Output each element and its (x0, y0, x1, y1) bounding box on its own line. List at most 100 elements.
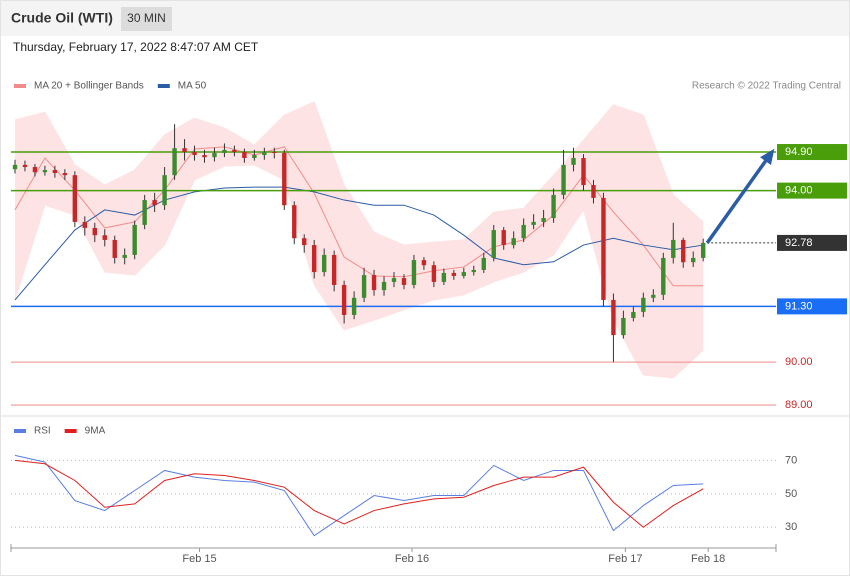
candle-body (72, 175, 78, 222)
candle-body (531, 221, 536, 225)
candle-body (491, 230, 496, 258)
moving-average (14, 146, 704, 287)
candle-body (282, 152, 287, 206)
x-tick-label: Feb 15 (182, 553, 216, 565)
timeframe-badge (121, 7, 172, 31)
bollinger-lower (14, 164, 704, 379)
candle-body (381, 281, 387, 291)
legend-swatch (14, 84, 26, 88)
candle-body (621, 317, 626, 336)
bollinger-upper (14, 101, 704, 246)
candle-body (421, 260, 427, 266)
candle-body (461, 272, 467, 276)
candle-body (42, 170, 48, 173)
candle-body (152, 200, 157, 206)
candle-body (401, 278, 407, 285)
candle-body (272, 152, 277, 154)
candle-body (232, 149, 237, 153)
level-label: 94.90 (785, 146, 813, 158)
x-tick-label: Feb 17 (608, 553, 642, 565)
candle-body (631, 311, 636, 318)
candle-body (142, 200, 147, 225)
candle-body (242, 152, 247, 159)
candle-body (162, 175, 167, 206)
candle-body (82, 221, 88, 228)
y-tick-label: 50 (785, 488, 797, 500)
y-tick-label: 30 (785, 521, 797, 533)
indicator-line (14, 454, 704, 537)
forecast-arrow (705, 151, 774, 244)
x-tick-label: Feb 18 (691, 553, 725, 565)
legend-swatch (64, 429, 77, 433)
subtitle: Thursday, February 17, 2022 8:47:07 AM C… (13, 40, 259, 54)
candle-body (511, 238, 516, 246)
candle-body (192, 152, 197, 156)
candle-body (102, 235, 107, 240)
candle-body (521, 224, 526, 239)
candle-body (92, 227, 97, 236)
candle-body (122, 254, 127, 258)
legend-swatch (14, 429, 26, 433)
candle-body (571, 158, 576, 165)
level-label: 90.00 (785, 356, 813, 368)
candle-body (302, 238, 307, 246)
candle-body (691, 257, 696, 263)
legend-label: 9MA (85, 426, 106, 437)
chart-title: Crude Oil (WTI) (11, 10, 113, 26)
candle-body (451, 272, 457, 276)
candle-body (172, 148, 177, 176)
level-box (777, 182, 847, 199)
candle-body (431, 265, 437, 282)
candle-body (331, 254, 337, 285)
candle-body (252, 155, 257, 159)
candle-body (262, 152, 267, 156)
candle-body (361, 275, 367, 298)
indicator-line (14, 459, 704, 528)
candle-body (681, 239, 686, 263)
level-box (777, 234, 847, 251)
candle-body (541, 218, 546, 222)
forecast-arrowhead (760, 148, 775, 165)
candle-body (312, 245, 317, 273)
candle-body (441, 272, 447, 282)
candle-body (661, 257, 666, 295)
moving-average (14, 186, 704, 301)
candle-body (391, 278, 397, 282)
candle-body (591, 185, 596, 198)
candle-body (32, 167, 38, 173)
candle-body (22, 164, 28, 168)
level-label: 89.00 (785, 399, 813, 411)
candle-body (411, 260, 417, 285)
level-box (777, 298, 847, 315)
candle-body (132, 224, 137, 255)
level-box (777, 144, 847, 161)
candle-body (700, 242, 706, 258)
candle-body (351, 297, 357, 315)
candle-body (671, 239, 676, 258)
candle-body (321, 254, 327, 273)
candle-body (371, 275, 377, 291)
candle-body (52, 170, 58, 174)
candle-body (641, 297, 646, 312)
candle-body (202, 155, 207, 158)
candle-body (551, 194, 556, 219)
candle-body (601, 197, 606, 300)
candle-body (561, 164, 566, 195)
x-tick-label: Feb 16 (395, 553, 429, 565)
legend-label: MA 50 (178, 81, 207, 92)
candle-body (212, 152, 217, 158)
y-tick-label: 70 (785, 454, 797, 466)
candle-body (501, 230, 506, 246)
legend-swatch (157, 84, 170, 88)
candle-body (471, 269, 476, 273)
candle-body (481, 257, 486, 270)
level-label: 94.00 (785, 185, 813, 197)
candle-body (222, 149, 227, 153)
legend-label: RSI (34, 426, 51, 437)
candle-body (341, 284, 347, 315)
legend-label: MA 20 + Bollinger Bands (34, 81, 144, 92)
level-label: 92.78 (785, 237, 813, 249)
credit: Research © 2022 Trading Central (692, 81, 841, 92)
